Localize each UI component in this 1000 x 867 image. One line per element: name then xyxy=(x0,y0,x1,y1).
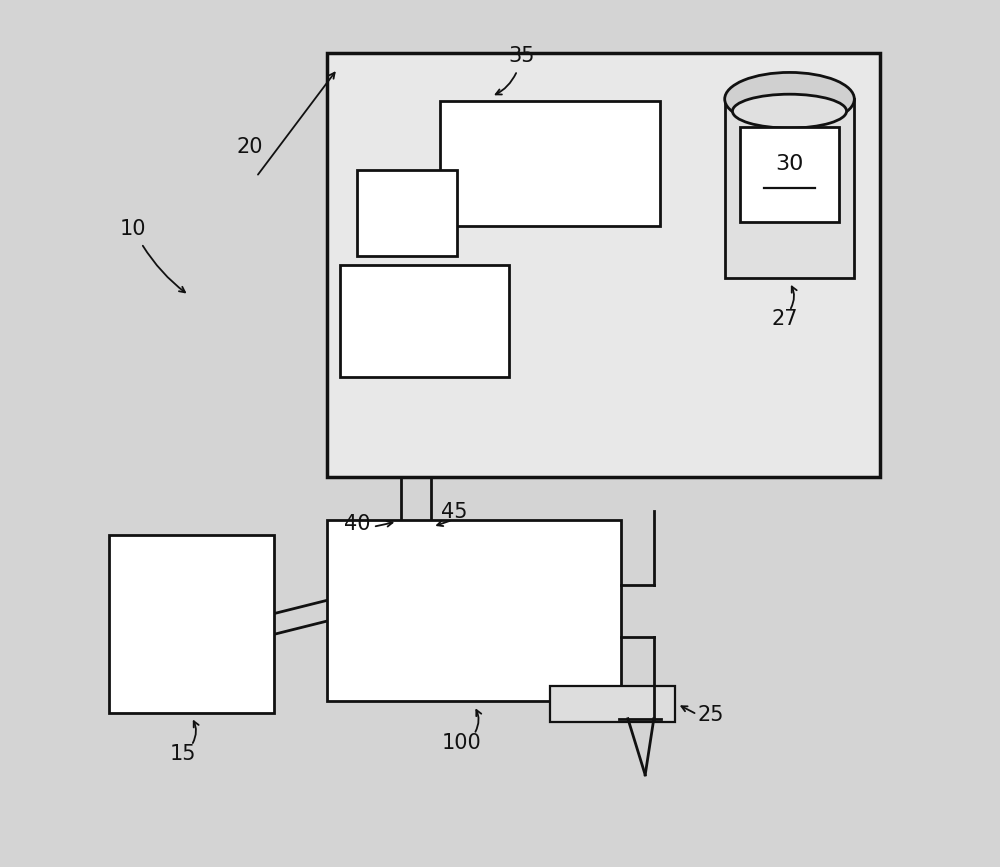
Bar xyxy=(440,101,660,226)
Text: 30: 30 xyxy=(775,153,804,174)
Bar xyxy=(109,536,274,713)
Text: 25: 25 xyxy=(697,705,724,726)
Text: 15: 15 xyxy=(170,744,196,764)
Bar xyxy=(740,127,839,222)
Text: 20: 20 xyxy=(236,137,263,157)
Bar xyxy=(357,170,457,257)
Text: 35: 35 xyxy=(509,46,535,66)
Ellipse shape xyxy=(732,95,847,128)
Bar xyxy=(327,53,880,477)
Bar xyxy=(340,265,509,377)
Text: 27: 27 xyxy=(772,310,798,329)
Text: 10: 10 xyxy=(120,218,146,238)
Text: 45: 45 xyxy=(441,502,468,522)
Ellipse shape xyxy=(725,73,854,126)
Bar xyxy=(725,99,854,278)
Bar xyxy=(327,520,621,701)
Text: 40: 40 xyxy=(344,514,371,534)
Text: 100: 100 xyxy=(441,733,481,753)
Bar xyxy=(550,686,675,722)
